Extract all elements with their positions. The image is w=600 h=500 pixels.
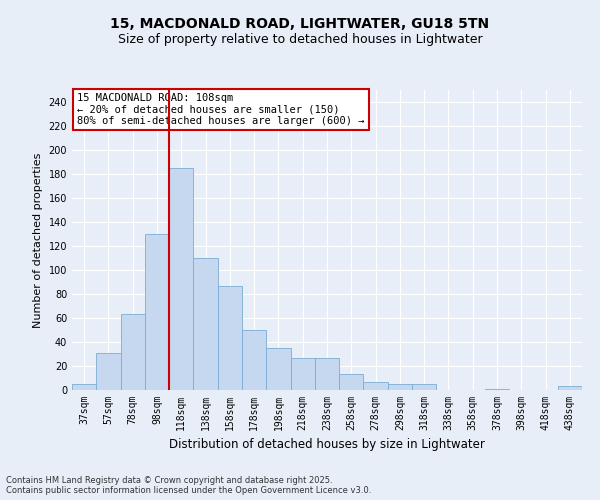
Text: 15, MACDONALD ROAD, LIGHTWATER, GU18 5TN: 15, MACDONALD ROAD, LIGHTWATER, GU18 5TN: [110, 18, 490, 32]
Bar: [96, 353, 121, 390]
Bar: [388, 384, 412, 390]
Bar: [218, 286, 242, 390]
Bar: [121, 314, 145, 390]
Bar: [364, 382, 388, 390]
Bar: [242, 330, 266, 390]
Y-axis label: Number of detached properties: Number of detached properties: [33, 152, 43, 328]
Bar: [193, 258, 218, 390]
Bar: [485, 389, 509, 390]
Bar: [169, 168, 193, 390]
Text: Contains HM Land Registry data © Crown copyright and database right 2025.
Contai: Contains HM Land Registry data © Crown c…: [6, 476, 371, 495]
Bar: [558, 386, 582, 390]
Bar: [315, 358, 339, 390]
Bar: [72, 384, 96, 390]
Bar: [339, 374, 364, 390]
X-axis label: Distribution of detached houses by size in Lightwater: Distribution of detached houses by size …: [169, 438, 485, 452]
Bar: [412, 384, 436, 390]
Bar: [290, 358, 315, 390]
Text: Size of property relative to detached houses in Lightwater: Size of property relative to detached ho…: [118, 32, 482, 46]
Bar: [145, 234, 169, 390]
Bar: [266, 348, 290, 390]
Text: 15 MACDONALD ROAD: 108sqm
← 20% of detached houses are smaller (150)
80% of semi: 15 MACDONALD ROAD: 108sqm ← 20% of detac…: [77, 93, 365, 126]
